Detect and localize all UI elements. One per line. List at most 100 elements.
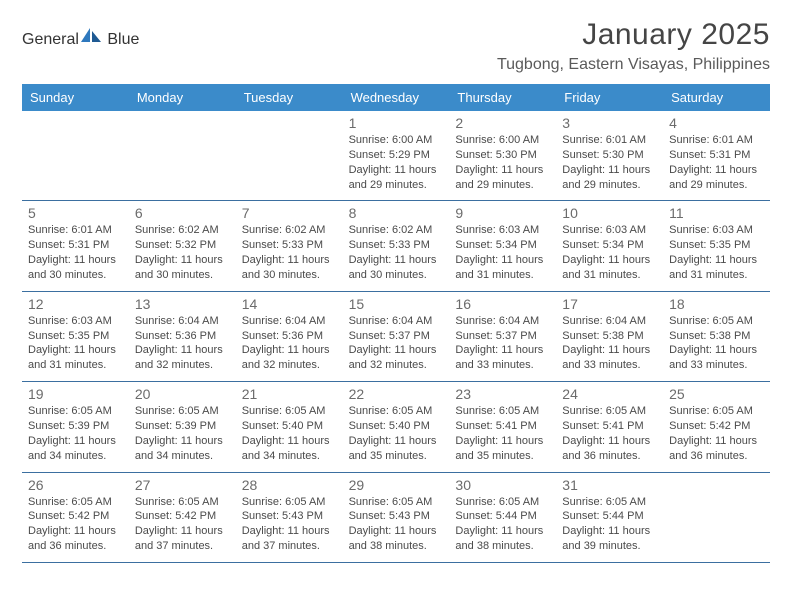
- calendar-cell: 17Sunrise: 6:04 AMSunset: 5:38 PMDayligh…: [556, 292, 663, 381]
- day-number: 18: [669, 296, 764, 312]
- daylight-line: Daylight: 11 hours and 31 minutes.: [669, 253, 764, 283]
- daylight-line: Daylight: 11 hours and 35 minutes.: [455, 434, 550, 464]
- day-number: 11: [669, 205, 764, 221]
- daylight-line: Daylight: 11 hours and 29 minutes.: [669, 163, 764, 193]
- day-number: 1: [349, 115, 444, 131]
- dow-monday: Monday: [129, 84, 236, 111]
- brand-part1: General: [22, 31, 79, 48]
- day-number: 29: [349, 477, 444, 493]
- daylight-line: Daylight: 11 hours and 31 minutes.: [28, 343, 123, 373]
- calendar-cell: 25Sunrise: 6:05 AMSunset: 5:42 PMDayligh…: [663, 382, 770, 471]
- day-number: 22: [349, 386, 444, 402]
- day-number: 6: [135, 205, 230, 221]
- daylight-line: Daylight: 11 hours and 39 minutes.: [562, 524, 657, 554]
- calendar-cell: 10Sunrise: 6:03 AMSunset: 5:34 PMDayligh…: [556, 201, 663, 290]
- brand-sail-icon: [79, 26, 103, 44]
- calendar-cell: 28Sunrise: 6:05 AMSunset: 5:43 PMDayligh…: [236, 473, 343, 562]
- calendar-cell: 8Sunrise: 6:02 AMSunset: 5:33 PMDaylight…: [343, 201, 450, 290]
- sunrise-line: Sunrise: 6:05 AM: [562, 495, 657, 510]
- calendar-cell: 21Sunrise: 6:05 AMSunset: 5:40 PMDayligh…: [236, 382, 343, 471]
- day-number: 30: [455, 477, 550, 493]
- daylight-line: Daylight: 11 hours and 33 minutes.: [562, 343, 657, 373]
- day-number: 3: [562, 115, 657, 131]
- dow-saturday: Saturday: [663, 84, 770, 111]
- day-number: 24: [562, 386, 657, 402]
- daylight-line: Daylight: 11 hours and 31 minutes.: [455, 253, 550, 283]
- sunset-line: Sunset: 5:33 PM: [349, 238, 444, 253]
- sunset-line: Sunset: 5:29 PM: [349, 148, 444, 163]
- calendar-cell: 7Sunrise: 6:02 AMSunset: 5:33 PMDaylight…: [236, 201, 343, 290]
- sunrise-line: Sunrise: 6:05 AM: [562, 404, 657, 419]
- sunrise-line: Sunrise: 6:00 AM: [349, 133, 444, 148]
- sunset-line: Sunset: 5:36 PM: [135, 329, 230, 344]
- daylight-line: Daylight: 11 hours and 32 minutes.: [242, 343, 337, 373]
- sunrise-line: Sunrise: 6:05 AM: [349, 404, 444, 419]
- sunrise-line: Sunrise: 6:04 AM: [242, 314, 337, 329]
- day-number: 5: [28, 205, 123, 221]
- sunrise-line: Sunrise: 6:03 AM: [455, 223, 550, 238]
- sunset-line: Sunset: 5:40 PM: [242, 419, 337, 434]
- calendar-cell: 31Sunrise: 6:05 AMSunset: 5:44 PMDayligh…: [556, 473, 663, 562]
- sunrise-line: Sunrise: 6:03 AM: [562, 223, 657, 238]
- sunset-line: Sunset: 5:40 PM: [349, 419, 444, 434]
- sunset-line: Sunset: 5:37 PM: [349, 329, 444, 344]
- day-number: 28: [242, 477, 337, 493]
- weeks-container: 1 Sunrise: 6:00 AMSunset: 5:29 PM Daylight…: [22, 111, 770, 563]
- month-title: January 2025: [497, 18, 770, 52]
- sunset-line: Sunset: 5:42 PM: [135, 509, 230, 524]
- daylight-line: Daylight: 11 hours and 37 minutes.: [135, 524, 230, 554]
- day-number: 16: [455, 296, 550, 312]
- sunrise-line: Sunrise: 6:05 AM: [455, 495, 550, 510]
- calendar-cell: 9Sunrise: 6:03 AMSunset: 5:34 PMDaylight…: [449, 201, 556, 290]
- calendar-cell: 29Sunrise: 6:05 AMSunset: 5:43 PMDayligh…: [343, 473, 450, 562]
- daylight-line: Daylight: 11 hours and 34 minutes.: [135, 434, 230, 464]
- sunset-line: Sunset: 5:42 PM: [28, 509, 123, 524]
- sunrise-line: Sunrise: 6:01 AM: [28, 223, 123, 238]
- sunrise-line: Sunrise: 6:02 AM: [349, 223, 444, 238]
- dow-wednesday: Wednesday: [343, 84, 450, 111]
- day-number: 27: [135, 477, 230, 493]
- calendar-week: 5Sunrise: 6:01 AMSunset: 5:31 PMDaylight…: [22, 201, 770, 291]
- day-number: 20: [135, 386, 230, 402]
- sunset-line: Sunset: 5:36 PM: [242, 329, 337, 344]
- daylight-line: Daylight: 11 hours and 30 minutes.: [349, 253, 444, 283]
- day-of-week-header: Sunday Monday Tuesday Wednesday Thursday…: [22, 84, 770, 111]
- calendar-cell: 26Sunrise: 6:05 AMSunset: 5:42 PMDayligh…: [22, 473, 129, 562]
- daylight-line: Daylight: 11 hours and 31 minutes.: [562, 253, 657, 283]
- day-number: 7: [242, 205, 337, 221]
- sunrise-line: Sunrise: 6:04 AM: [562, 314, 657, 329]
- calendar-grid: Sunday Monday Tuesday Wednesday Thursday…: [22, 84, 770, 563]
- sunrise-line: Sunrise: 6:05 AM: [455, 404, 550, 419]
- sunset-line: Sunset: 5:30 PM: [455, 148, 550, 163]
- title-block: January 2025 Tugbong, Eastern Visayas, P…: [497, 18, 770, 74]
- dow-sunday: Sunday: [22, 84, 129, 111]
- calendar-cell: 13Sunrise: 6:04 AMSunset: 5:36 PMDayligh…: [129, 292, 236, 381]
- sunrise-line: Sunrise: 6:02 AM: [242, 223, 337, 238]
- calendar-cell: 12Sunrise: 6:03 AMSunset: 5:35 PMDayligh…: [22, 292, 129, 381]
- day-number: 13: [135, 296, 230, 312]
- daylight-line: Daylight: 11 hours and 33 minutes.: [669, 343, 764, 373]
- calendar-cell-empty: [236, 111, 343, 200]
- sunset-line: Sunset: 5:44 PM: [455, 509, 550, 524]
- daylight-line: Daylight: 11 hours and 34 minutes.: [28, 434, 123, 464]
- sunset-line: Sunset: 5:39 PM: [135, 419, 230, 434]
- sunrise-line: Sunrise: 6:05 AM: [28, 495, 123, 510]
- sunset-line: Sunset: 5:34 PM: [562, 238, 657, 253]
- calendar-cell: 19Sunrise: 6:05 AMSunset: 5:39 PMDayligh…: [22, 382, 129, 471]
- calendar-cell: 23Sunrise: 6:05 AMSunset: 5:41 PMDayligh…: [449, 382, 556, 471]
- sunrise-line: Sunrise: 6:04 AM: [349, 314, 444, 329]
- calendar-cell: 2Sunrise: 6:00 AMSunset: 5:30 PMDaylight…: [449, 111, 556, 200]
- sunset-line: Sunset: 5:33 PM: [242, 238, 337, 253]
- sunset-line: Sunset: 5:30 PM: [562, 148, 657, 163]
- daylight-line: Daylight: 11 hours and 33 minutes.: [455, 343, 550, 373]
- calendar-week: 19Sunrise: 6:05 AMSunset: 5:39 PMDayligh…: [22, 382, 770, 472]
- dow-tuesday: Tuesday: [236, 84, 343, 111]
- daylight-line: Daylight: 11 hours and 29 minutes.: [455, 163, 550, 193]
- daylight-line: Daylight: 11 hours and 38 minutes.: [349, 524, 444, 554]
- sunrise-line: Sunrise: 6:03 AM: [28, 314, 123, 329]
- calendar-cell: 5Sunrise: 6:01 AMSunset: 5:31 PMDaylight…: [22, 201, 129, 290]
- sunrise-line: Sunrise: 6:04 AM: [455, 314, 550, 329]
- calendar-cell: 18Sunrise: 6:05 AMSunset: 5:38 PMDayligh…: [663, 292, 770, 381]
- day-number: 17: [562, 296, 657, 312]
- sunrise-line: Sunrise: 6:05 AM: [349, 495, 444, 510]
